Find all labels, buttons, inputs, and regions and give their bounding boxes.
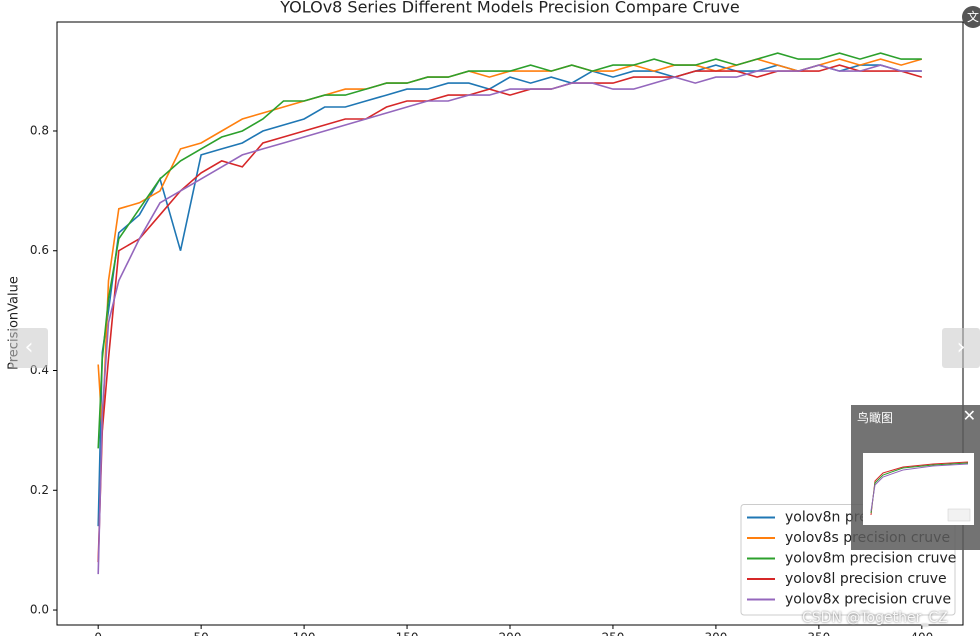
x-tick-label: 300 — [704, 631, 727, 637]
bird-view-title: 鸟瞰图 — [857, 411, 894, 425]
x-tick-label: 400 — [910, 631, 933, 637]
legend-label: yolov8m precision cruve — [785, 551, 956, 567]
x-tick-label: 50 — [193, 631, 208, 637]
y-tick-label: 0.6 — [30, 243, 49, 257]
x-tick-label: 200 — [499, 631, 522, 637]
x-tick-label: 100 — [293, 631, 316, 637]
translate-icon[interactable]: 文 — [962, 6, 980, 28]
series-line — [97, 64, 922, 575]
prev-button[interactable]: ‹ — [10, 328, 48, 368]
x-tick-label: 0 — [94, 631, 102, 637]
y-tick-label: 0.0 — [30, 603, 49, 617]
watermark: CSDN @Together_CZ — [802, 610, 948, 626]
x-tick-label: 150 — [396, 631, 419, 637]
legend-label: yolov8x precision cruve — [785, 592, 951, 608]
chart-title: YOLOv8 Series Different Models Precision… — [279, 0, 739, 17]
series-line — [97, 52, 922, 449]
x-tick-label: 350 — [807, 631, 830, 637]
series-line — [97, 58, 923, 431]
y-tick-label: 0.2 — [30, 483, 49, 497]
thumbnail[interactable] — [863, 453, 974, 525]
bird-view-panel: 鸟瞰图 ✕ — [851, 405, 980, 550]
close-button[interactable]: ✕ — [962, 406, 976, 425]
series-line — [97, 64, 923, 563]
legend-label: yolov8l precision cruve — [785, 571, 947, 587]
y-tick-label: 0.8 — [30, 123, 49, 137]
x-tick-label: 250 — [602, 631, 625, 637]
series-line — [97, 64, 922, 527]
thumbnail-image — [870, 461, 971, 522]
next-button[interactable]: › — [942, 328, 980, 368]
